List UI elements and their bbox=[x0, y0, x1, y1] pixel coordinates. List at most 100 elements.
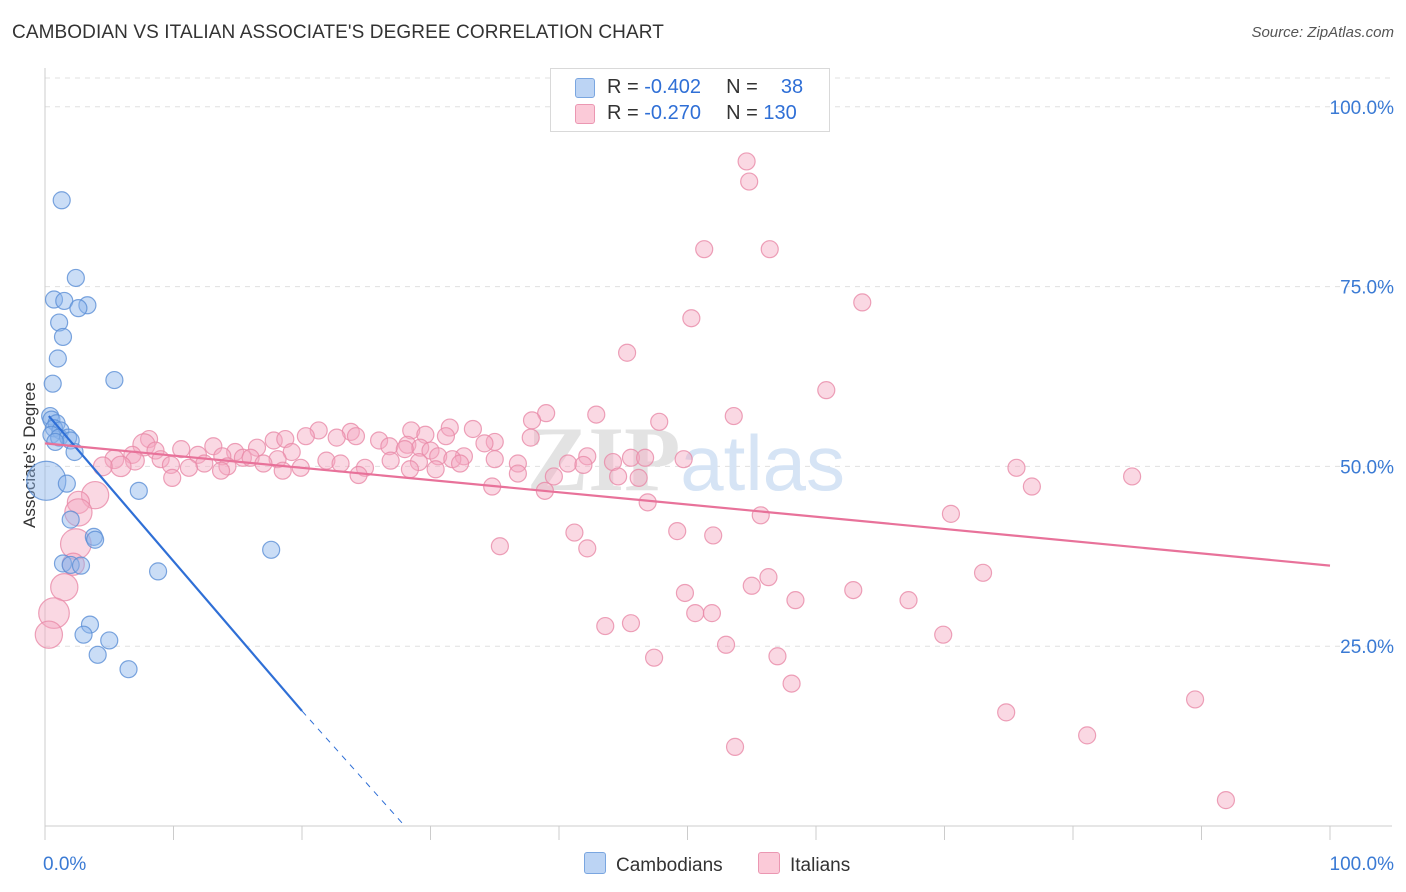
cambodians-point bbox=[65, 442, 84, 462]
italians-point bbox=[629, 468, 648, 487]
correlation-legend: R = -0.402 N = 38 R = -0.270 N = 130 bbox=[550, 68, 830, 132]
italians-point bbox=[635, 448, 655, 467]
cambodians-point bbox=[53, 327, 73, 347]
italians-point bbox=[558, 454, 578, 473]
italians-point bbox=[702, 604, 722, 623]
italians-point bbox=[742, 576, 761, 595]
cambodians-point bbox=[71, 556, 91, 575]
italians-point bbox=[521, 428, 540, 447]
legend-r-label: R = bbox=[607, 76, 639, 98]
italians-point bbox=[463, 419, 483, 439]
legend-n-value: 38 bbox=[780, 76, 804, 98]
italians-point bbox=[618, 343, 637, 362]
italians-point bbox=[139, 429, 159, 449]
italians-point bbox=[522, 411, 542, 430]
italians-point bbox=[941, 504, 961, 523]
italians-point bbox=[1007, 458, 1026, 477]
italians-point bbox=[1216, 791, 1236, 810]
legend-label-cambodians: Cambodians bbox=[616, 855, 723, 876]
legend-label-italians: Italians bbox=[790, 855, 851, 876]
italians-point bbox=[759, 568, 778, 587]
cambodians-point bbox=[262, 540, 281, 559]
italians-point bbox=[675, 583, 695, 603]
italians-point bbox=[485, 450, 504, 469]
legend-n-label: N = bbox=[726, 102, 758, 124]
cambodians-point bbox=[105, 370, 124, 390]
italians-point bbox=[674, 450, 693, 469]
cambodians-point bbox=[52, 191, 71, 210]
cambodians-trend-extension bbox=[301, 710, 406, 827]
italians-point bbox=[395, 440, 414, 459]
y-tick-label: 25.0% bbox=[1340, 637, 1394, 658]
cambodians-point bbox=[26, 460, 67, 501]
italians-point bbox=[204, 437, 223, 456]
cambodians-point bbox=[48, 349, 67, 368]
italians-point bbox=[268, 450, 287, 469]
italians-point bbox=[436, 427, 456, 446]
italians-point bbox=[50, 573, 79, 602]
cambodians-point bbox=[129, 481, 148, 500]
italians-point bbox=[725, 737, 745, 756]
italians-point bbox=[650, 412, 669, 431]
y-tick-label: 50.0% bbox=[1340, 457, 1394, 478]
x-tick-label: 100.0% bbox=[1330, 854, 1395, 875]
gridlines bbox=[45, 77, 1392, 647]
italians-point bbox=[64, 498, 93, 527]
legend-r-label: R = bbox=[607, 102, 639, 124]
legend-swatch-italians bbox=[758, 852, 780, 874]
italians-point bbox=[1022, 477, 1041, 496]
italians-point bbox=[596, 616, 615, 636]
legend-item-cambodians: Cambodians bbox=[584, 852, 723, 877]
cambodians-trend-line bbox=[48, 415, 303, 712]
italians-point bbox=[537, 404, 556, 423]
italians-point bbox=[179, 458, 199, 477]
cambodians-point bbox=[50, 313, 69, 332]
source-label: Source: ZipAtlas.com bbox=[1251, 24, 1394, 41]
cambodians-point bbox=[88, 645, 107, 664]
tick-labels: 25.0% 50.0% 75.0% 100.0% 0.0% 100.0% bbox=[43, 98, 1394, 875]
italians-point bbox=[110, 455, 132, 478]
italians-point bbox=[603, 452, 623, 472]
italians-points bbox=[34, 152, 1236, 810]
italians-point bbox=[737, 152, 756, 171]
legend-n-label: N = bbox=[726, 76, 758, 98]
legend-n-value: 130 bbox=[763, 102, 797, 124]
italians-point bbox=[565, 523, 584, 542]
watermark: ZIPatlas bbox=[527, 408, 845, 510]
italians-point bbox=[331, 454, 350, 473]
italians-point bbox=[1185, 690, 1205, 709]
legend-swatch-italians bbox=[575, 104, 595, 124]
italians-point bbox=[574, 455, 593, 475]
italians-point bbox=[381, 451, 400, 470]
cambodians-point bbox=[53, 554, 73, 573]
italians-point bbox=[402, 421, 421, 440]
italians-point bbox=[1123, 467, 1142, 486]
italians-point bbox=[704, 526, 723, 545]
italians-point bbox=[997, 703, 1016, 722]
italians-point bbox=[724, 406, 743, 426]
italians-point bbox=[844, 580, 863, 600]
x-tick-label: 0.0% bbox=[43, 854, 86, 875]
italians-point bbox=[411, 438, 430, 457]
italians-point bbox=[80, 480, 110, 510]
italians-point bbox=[716, 635, 736, 654]
italians-point bbox=[508, 464, 527, 483]
italians-point bbox=[490, 537, 509, 556]
italians-point bbox=[426, 460, 445, 479]
cambodians-point bbox=[148, 562, 168, 581]
italians-point bbox=[934, 625, 953, 644]
cambodians-point bbox=[66, 268, 85, 288]
cambodians-point bbox=[61, 510, 80, 529]
trend-lines bbox=[44, 415, 1331, 827]
italians-point bbox=[782, 674, 801, 693]
italians-point bbox=[400, 460, 420, 479]
cambodians-point bbox=[119, 660, 138, 679]
italians-point bbox=[686, 604, 705, 623]
italians-point bbox=[621, 448, 641, 467]
italians-point bbox=[346, 427, 366, 446]
y-tick-label: 100.0% bbox=[1330, 98, 1395, 119]
italians-point bbox=[899, 591, 918, 610]
italians-point bbox=[440, 418, 459, 437]
italians-point bbox=[578, 447, 597, 466]
